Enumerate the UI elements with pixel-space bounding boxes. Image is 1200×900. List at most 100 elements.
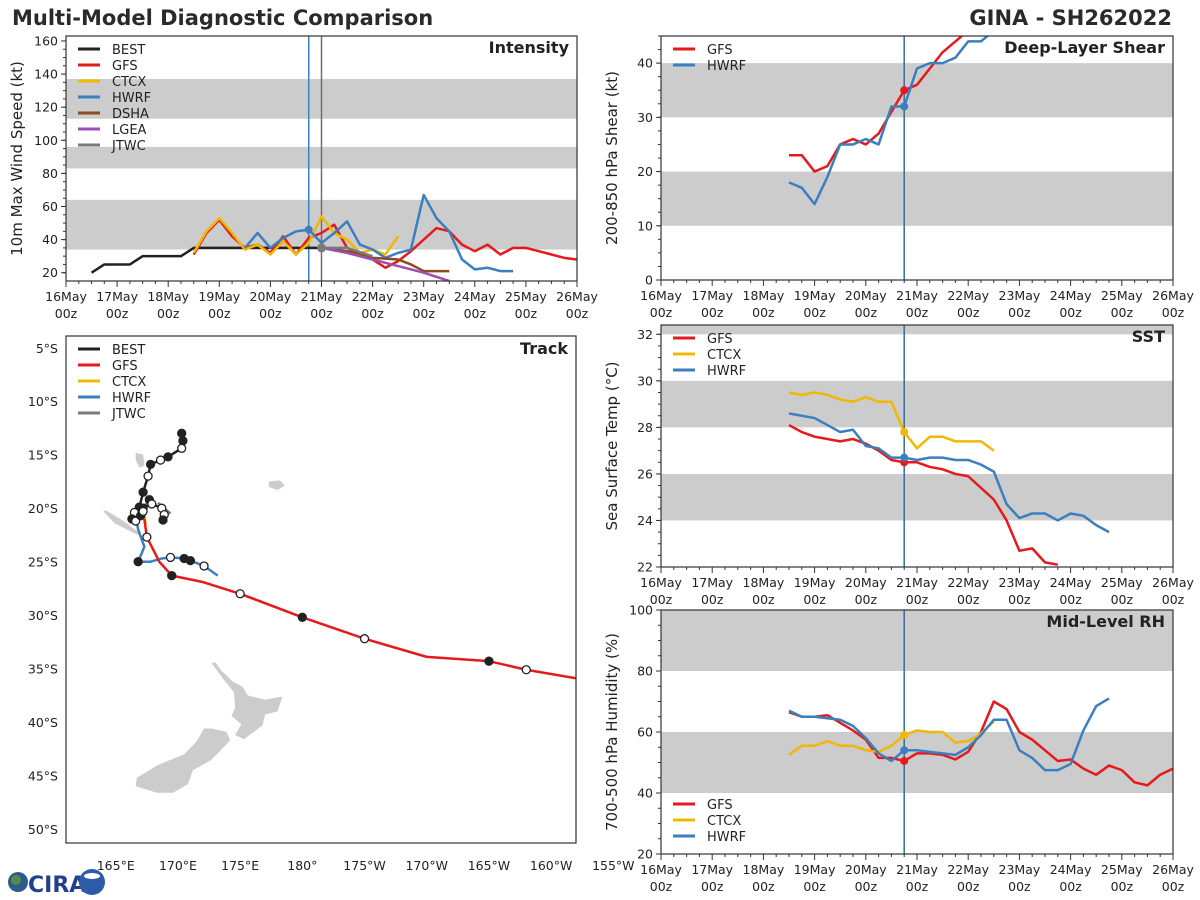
track-point-00z [145,459,156,470]
cira-logo: CIRA [8,869,105,898]
x-tick-label: 00z [1008,592,1031,607]
lon-label: 170°W [405,858,447,873]
x-tick-label: 00z [957,305,980,320]
y-tick-label: 140 [34,67,58,82]
y-axis-label: 700-500 hPa Humidity (%) [603,633,621,831]
x-tick-label: 00z [1059,879,1082,894]
analysis-marker-hwrf [900,102,909,111]
lon-label: 175°E [221,858,259,873]
track-point-12z [142,532,152,542]
y-tick-label: 24 [637,513,653,528]
series-line-jtwc [321,246,373,258]
track-point-00z [178,436,188,446]
series-line-hwrf [788,412,1110,534]
y-tick-label: 20 [42,265,58,280]
x-tick-label: 00z [1059,592,1082,607]
track-point-00z [297,612,307,622]
x-tick-label: 22May [352,289,394,304]
track-point-00z [133,557,143,567]
y-tick-label: 40 [637,56,653,71]
shaded-band [661,610,1173,671]
track-point-00z [163,452,173,462]
legend-label-hwrf: HWRF [707,364,746,379]
x-tick-label: 22May [947,575,989,590]
x-tick-label: 00z [855,305,878,320]
y-tick-label: 20 [637,847,653,862]
track-point-00z [177,428,187,438]
land-fiji [268,480,285,491]
legend-label-gfs: GFS [707,798,733,813]
y-tick-label: 80 [637,664,653,679]
x-tick-label: 25May [1101,575,1143,590]
legend-label-hwrf: HWRF [707,830,746,845]
x-tick-label: 00z [650,305,673,320]
legend-label-best: BEST [112,343,145,358]
lat-label: 50°S [28,822,58,837]
y-tick-label: 20 [637,164,653,179]
x-tick-label: 00z [803,592,826,607]
x-tick-label: 23May [999,288,1041,303]
analysis-marker-gfs [900,756,909,765]
x-tick-label: 20May [845,288,887,303]
y-tick-label: 160 [34,33,58,48]
x-tick-label: 00z [803,305,826,320]
panel-title: Track [520,339,568,358]
track-point-00z [484,656,494,666]
lat-label: 35°S [28,662,58,677]
lat-label: 30°S [28,608,58,623]
y-axis-label: 200-850 hPa Shear (kt) [603,71,621,245]
x-tick-label: 24May [1050,862,1092,877]
x-tick-label: 00z [906,592,929,607]
panel-title: Deep-Layer Shear [1004,38,1165,57]
x-tick-label: 00z [1111,305,1134,320]
legend-label-best: BEST [112,43,145,58]
shaded-band [661,380,1173,428]
x-tick-label: 00z [1162,879,1185,894]
x-tick-label: 00z [855,592,878,607]
x-tick-label: 24May [454,289,496,304]
x-tick-label: 00z [701,879,724,894]
land-new-caledonia [103,510,141,537]
track-point-12z [235,589,245,599]
x-tick-label: 00z [650,879,673,894]
legend-label-jtwc: JTWC [111,407,146,422]
x-tick-label: 21May [301,289,343,304]
track-point-12z [147,499,157,509]
x-tick-label: 23May [403,289,445,304]
land-new-zealand-south [135,728,231,793]
legend-label-jtwc: JTWC [111,139,146,154]
x-tick-label: 26May [556,289,598,304]
lon-label: 175°W [343,858,385,873]
x-tick-label: 00z [1008,305,1031,320]
x-tick-label: 00z [515,306,538,321]
lat-label: 10°S [28,394,58,409]
x-tick-label: 19May [794,288,836,303]
x-tick-label: 00z [803,879,826,894]
y-tick-label: 120 [34,100,58,115]
map-frame [65,335,577,844]
track-point-12z [143,471,153,481]
x-tick-label: 00z [1111,592,1134,607]
lon-label: 155°W [592,858,634,873]
x-tick-label: 16May [640,862,682,877]
track-point-12z [155,455,166,465]
analysis-marker-hwrf [304,225,313,234]
x-tick-label: 00z [906,305,929,320]
logo-text: CIRA [28,873,86,898]
track-point-00z [158,515,168,525]
analysis-marker-ctcx [900,731,909,740]
y-tick-label: 22 [637,560,653,575]
x-tick-label: 00z [55,306,78,321]
x-tick-label: 23May [999,575,1041,590]
x-tick-label: 00z [412,306,435,321]
legend-label-ctcx: CTCX [112,75,146,90]
lon-label: 180° [287,858,317,873]
y-tick-label: 30 [637,373,653,388]
chart-shear: 0 10 20 30 40 16May 00z 17May 00z 18May 00z 19May 00… [603,35,1194,320]
main-title: Multi-Model Diagnostic Comparison [12,6,434,30]
x-tick-label: 00z [957,592,980,607]
legend-label-hwrf: HWRF [112,91,151,106]
x-tick-label: 26May [1152,862,1194,877]
track-point-12z [177,443,187,453]
